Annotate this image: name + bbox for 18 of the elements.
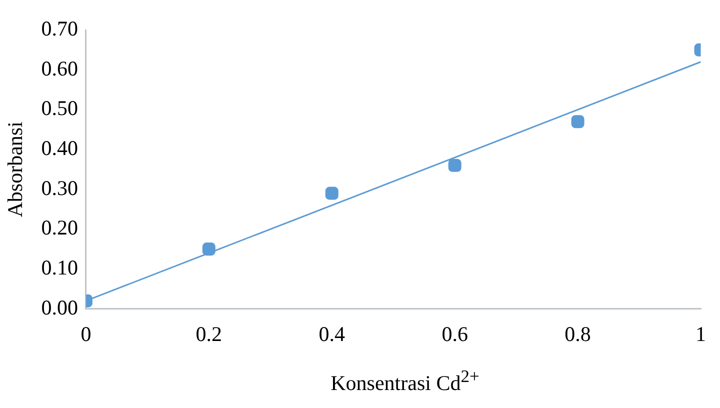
y-tick-label: 0.30 (41, 176, 78, 200)
y-tick-label: 0.20 (41, 216, 78, 240)
point (325, 186, 338, 200)
x-tick-label: 0.4 (318, 322, 346, 346)
y-tick-label: 0.40 (41, 136, 78, 160)
x-tick-label: 1 (696, 322, 706, 346)
y-tick-label: 0.60 (41, 56, 78, 80)
x-tick-label: 0.6 (442, 322, 468, 346)
y-tick-label: 0.10 (41, 255, 78, 280)
y-tick-label: 0.00 (41, 295, 78, 320)
x-tick-label: 0.8 (564, 322, 591, 346)
y-axis-title: Absorbansi (3, 121, 28, 218)
x-tick-label: 0 (80, 322, 92, 346)
x-axis-title: Konsentrasi Cd$^{2+}$ (330, 366, 480, 396)
x-tick-label: 0.2 (196, 322, 222, 346)
y-tick-label: 0.70 (41, 16, 78, 41)
point (448, 158, 462, 172)
y-tick-label: 0.50 (41, 96, 78, 120)
